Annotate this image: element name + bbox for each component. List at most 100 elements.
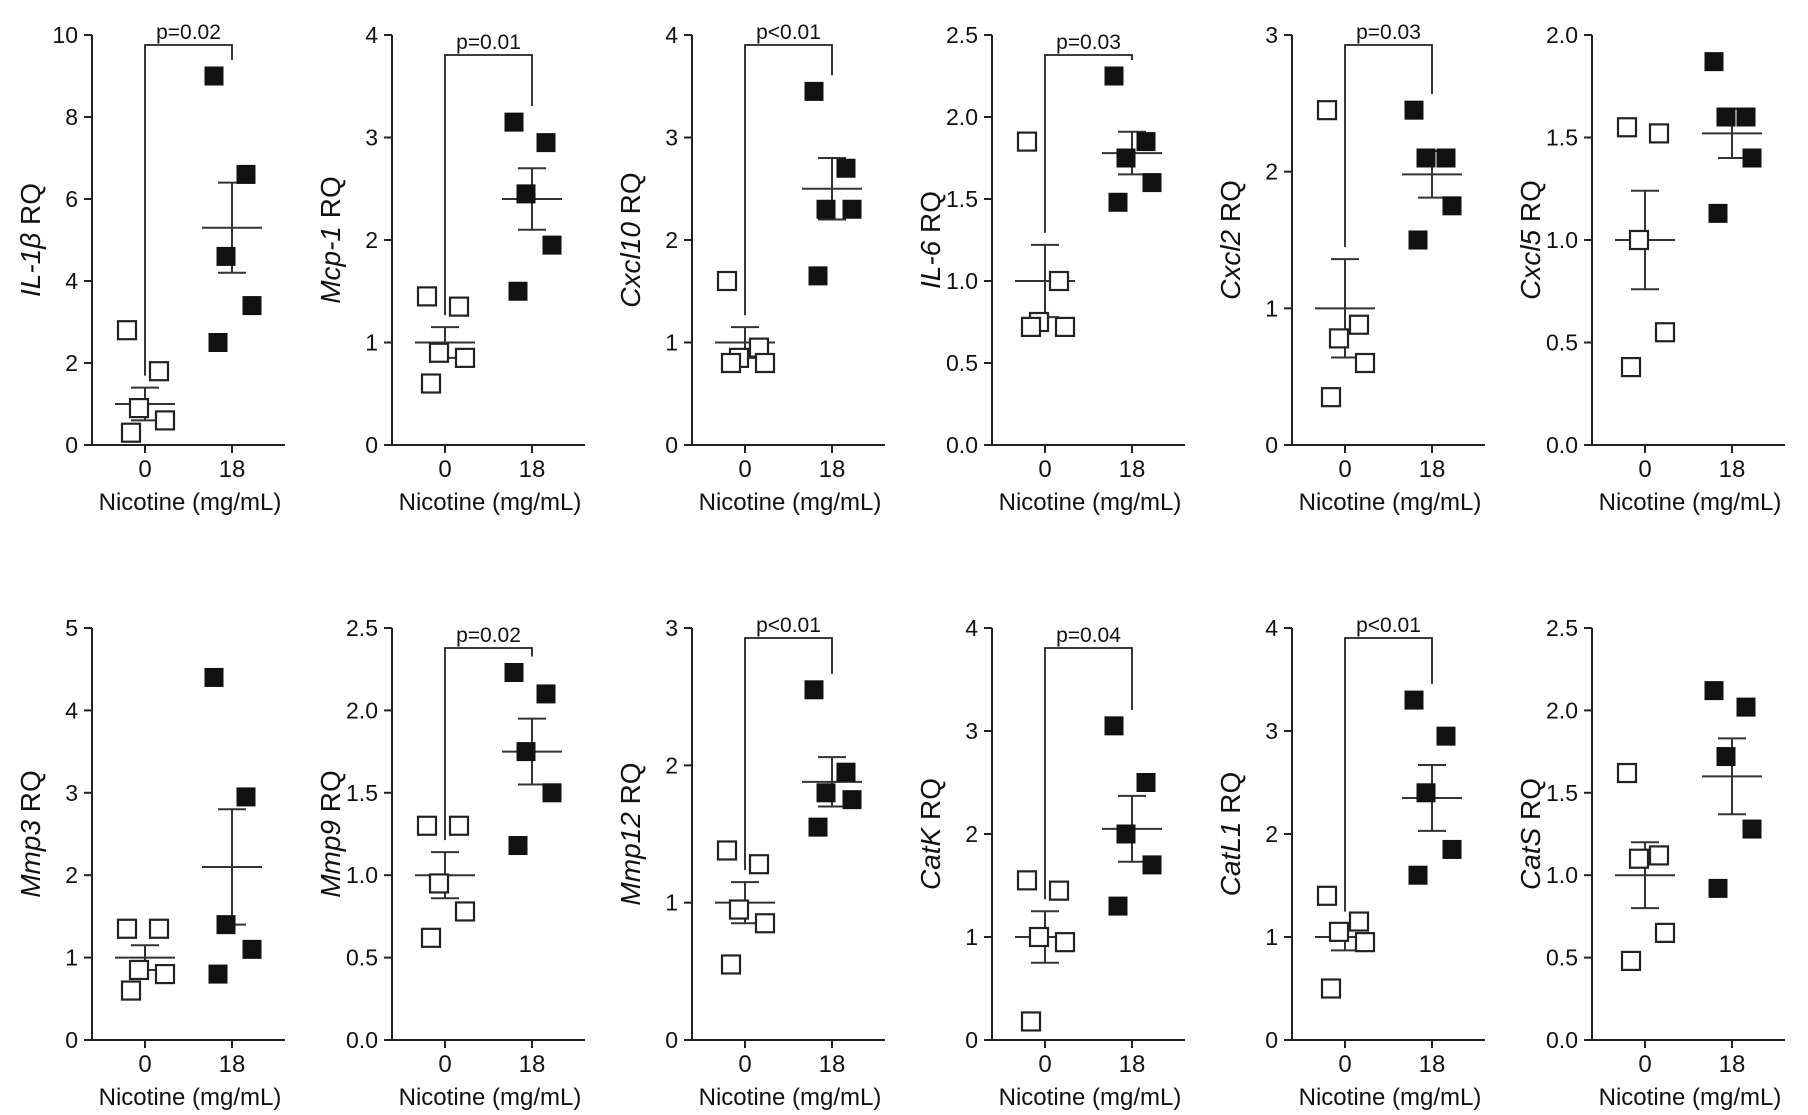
y-tick-label: 4 xyxy=(65,268,78,294)
data-point-nicotine xyxy=(204,66,224,86)
data-point-nicotine xyxy=(536,684,556,704)
data-point-control xyxy=(720,954,742,975)
y-tick-label: 0 xyxy=(1265,1027,1278,1053)
y-tick-label: 2 xyxy=(665,227,678,253)
data-point-control xyxy=(120,980,142,1001)
x-category-label: 18 xyxy=(1419,1051,1446,1078)
y-tick-label: 0 xyxy=(665,1027,678,1053)
data-point-control xyxy=(448,815,470,836)
x-axis-title: Nicotine (mg/mL) xyxy=(399,489,582,516)
y-axis-unit: RQ xyxy=(615,172,646,214)
data-point-nicotine xyxy=(1104,66,1124,86)
y-tick-label: 2.0 xyxy=(1546,697,1578,723)
data-point-control xyxy=(1654,322,1676,343)
data-point-control xyxy=(716,270,738,292)
data-point-control xyxy=(1616,762,1638,784)
y-axis-unit: RQ xyxy=(915,191,946,233)
data-point-nicotine xyxy=(542,235,562,255)
data-point-control xyxy=(1054,932,1076,953)
y-tick-label: 1.5 xyxy=(1546,780,1578,806)
p-value-label: p=0.02 xyxy=(456,624,521,647)
y-tick-label: 3 xyxy=(1265,22,1278,48)
p-value-label: p=0.01 xyxy=(456,31,521,54)
y-tick-label: 2.0 xyxy=(346,697,378,723)
chart-panel-cxcl5: 0.0 0.5 1.0 1.5 2.0 0 18 Nicotine (mg/mL) Cxcl5 … xyxy=(1515,22,1785,516)
data-point-control xyxy=(1328,921,1350,942)
y-tick-label: 0.0 xyxy=(1546,1027,1578,1053)
x-axis-title: Nicotine (mg/mL) xyxy=(999,489,1182,516)
y-axis-title: IL-1β RQ xyxy=(15,183,46,297)
y-tick-label: 2 xyxy=(1265,159,1278,185)
data-point-control xyxy=(1354,352,1376,374)
x-category-label: 18 xyxy=(819,1051,846,1078)
x-category-label: 0 xyxy=(438,456,451,483)
data-point-control xyxy=(148,361,170,382)
data-point-control xyxy=(1648,845,1670,866)
y-axis-unit: RQ xyxy=(1515,778,1546,820)
y-tick-label: 4 xyxy=(965,615,978,641)
x-category-label: 18 xyxy=(1719,1051,1746,1078)
y-axis-gene: CatS xyxy=(1515,827,1546,890)
x-axis-title: Nicotine (mg/mL) xyxy=(699,489,882,516)
x-category-label: 18 xyxy=(1119,1051,1146,1078)
y-tick-label: 0.5 xyxy=(946,350,978,376)
y-axis-unit: RQ xyxy=(915,778,946,820)
y-tick-label: 3 xyxy=(965,718,978,744)
chart-panel-mmp12: 0 1 2 3 0 18 Nicotine (mg/mL) Mmp12 RQ p<0.01 xyxy=(615,614,885,1111)
y-tick-label: 0.0 xyxy=(346,1027,378,1053)
y-tick-label: 1 xyxy=(665,330,678,356)
chart-panel-mmp9: 0.0 0.5 1.0 1.5 2.0 2.5 0 18 Nicotine (mg/mL) Mmp… xyxy=(315,615,585,1111)
data-point-control xyxy=(1020,1011,1042,1032)
data-point-control xyxy=(416,286,438,307)
y-axis-title: Cxcl2 RQ xyxy=(1215,180,1246,300)
x-axis-title: Nicotine (mg/mL) xyxy=(399,1084,582,1111)
x-category-label: 0 xyxy=(438,1051,451,1078)
p-value-label: p<0.01 xyxy=(756,614,821,637)
data-point-nicotine xyxy=(804,680,824,700)
data-point-control xyxy=(416,815,438,836)
data-point-control xyxy=(1354,932,1376,953)
data-point-nicotine xyxy=(1404,100,1424,120)
data-point-nicotine xyxy=(1716,107,1736,127)
data-point-nicotine xyxy=(1716,747,1736,767)
significance-bracket xyxy=(444,647,533,841)
data-point-control xyxy=(1320,978,1342,999)
data-point-nicotine xyxy=(1436,148,1456,168)
chart-panel-catk: 0 1 2 3 4 0 18 Nicotine (mg/mL) CatK RQ p=0.04 xyxy=(915,615,1185,1111)
y-tick-label: 2.5 xyxy=(946,22,978,48)
p-value-label: p<0.01 xyxy=(1356,614,1421,637)
x-category-label: 18 xyxy=(1419,456,1446,483)
y-tick-label: 3 xyxy=(665,125,678,151)
y-axis-unit: RQ xyxy=(315,176,346,218)
data-point-control xyxy=(128,398,150,419)
p-value-label: p=0.02 xyxy=(156,21,221,44)
chart-panel-cxcl2: 0 1 2 3 0 18 Nicotine (mg/mL) Cxcl2 RQ p=0.03 xyxy=(1215,21,1485,516)
data-point-control xyxy=(1316,885,1338,906)
data-point-nicotine xyxy=(1436,726,1456,746)
y-tick-label: 2.5 xyxy=(346,615,378,641)
data-point-nicotine xyxy=(1104,716,1124,736)
data-point-nicotine xyxy=(804,81,824,101)
data-point-control xyxy=(1016,131,1038,152)
data-point-nicotine xyxy=(516,184,536,204)
data-point-nicotine xyxy=(1136,773,1156,792)
y-tick-label: 0 xyxy=(965,1027,978,1053)
data-point-nicotine xyxy=(842,199,862,219)
y-axis-title: Cxcl10 RQ xyxy=(615,172,646,307)
data-point-nicotine xyxy=(816,199,836,219)
y-tick-label: 2 xyxy=(65,350,78,376)
data-point-control xyxy=(448,296,470,317)
y-axis-gene: Mmp12 xyxy=(615,812,646,906)
y-tick-label: 1.0 xyxy=(346,862,378,888)
y-axis-unit: RQ xyxy=(315,770,346,812)
x-category-label: 0 xyxy=(738,1051,751,1078)
data-point-control xyxy=(720,352,742,374)
x-axis-title: Nicotine (mg/mL) xyxy=(1299,489,1482,516)
y-tick-label: 1 xyxy=(965,924,978,950)
y-tick-label: 3 xyxy=(365,125,378,151)
y-tick-label: 1 xyxy=(1265,924,1278,950)
data-point-nicotine xyxy=(508,836,528,856)
p-value-label: p=0.03 xyxy=(1356,21,1421,44)
y-tick-label: 1.0 xyxy=(1546,227,1578,253)
y-tick-label: 2 xyxy=(65,862,78,888)
